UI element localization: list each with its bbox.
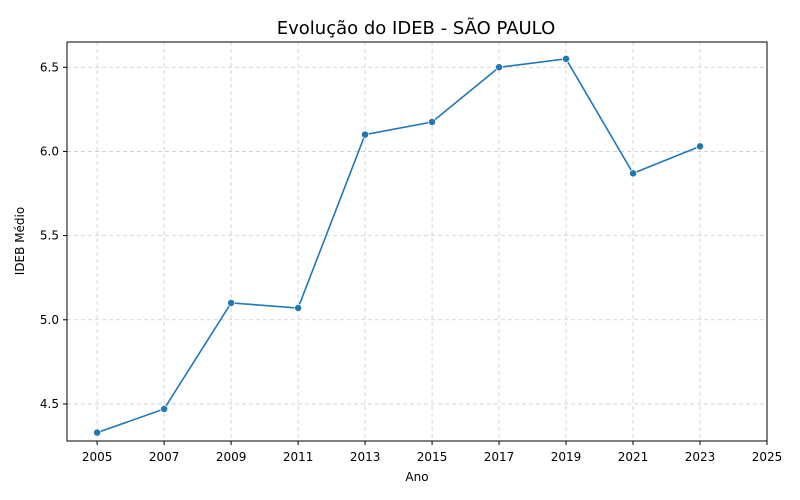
data-point: [361, 130, 370, 139]
data-point: [160, 405, 169, 413]
data-point: [93, 428, 102, 437]
plot-frame: [66, 41, 768, 442]
x-tick-label: 2007: [149, 450, 180, 464]
x-tick-label: 2021: [618, 450, 649, 464]
x-tick-label: 2005: [82, 450, 113, 464]
x-tick-label: 2015: [417, 450, 448, 464]
x-tick-label: 2017: [484, 450, 515, 464]
x-tick-label: 2025: [752, 450, 783, 464]
x-tick-label: 2011: [283, 450, 314, 464]
data-point: [562, 54, 570, 63]
data-point: [696, 142, 704, 151]
grid: [67, 42, 768, 441]
data-point: [495, 63, 504, 72]
x-tick-label: 2013: [350, 450, 381, 464]
x-tick-label: 2019: [551, 450, 582, 464]
data-point: [294, 304, 303, 312]
y-tick-label: 4.5: [40, 397, 59, 411]
x-tick-label: 2009: [216, 450, 247, 464]
y-tick-label: 6.0: [40, 144, 59, 158]
y-tick-label: 5.0: [40, 313, 59, 327]
x-axis-label: Ano: [405, 470, 428, 484]
y-tick-label: 5.5: [40, 229, 59, 243]
chart-title: Evolução do IDEB - SÃO PAULO: [277, 17, 556, 39]
data-point: [629, 169, 637, 178]
data-point: [428, 118, 437, 126]
y-axis-label: IDEB Médio: [13, 207, 27, 275]
series-layer: [93, 54, 704, 437]
axis-ticks: 2005 2007 2009 2011 2013 2015 2017 2019 2021 2023…: [40, 60, 782, 464]
data-point: [227, 298, 236, 307]
x-tick-label: 2023: [685, 450, 716, 464]
series-line: [96, 57, 701, 434]
y-tick-label: 6.5: [40, 60, 59, 74]
